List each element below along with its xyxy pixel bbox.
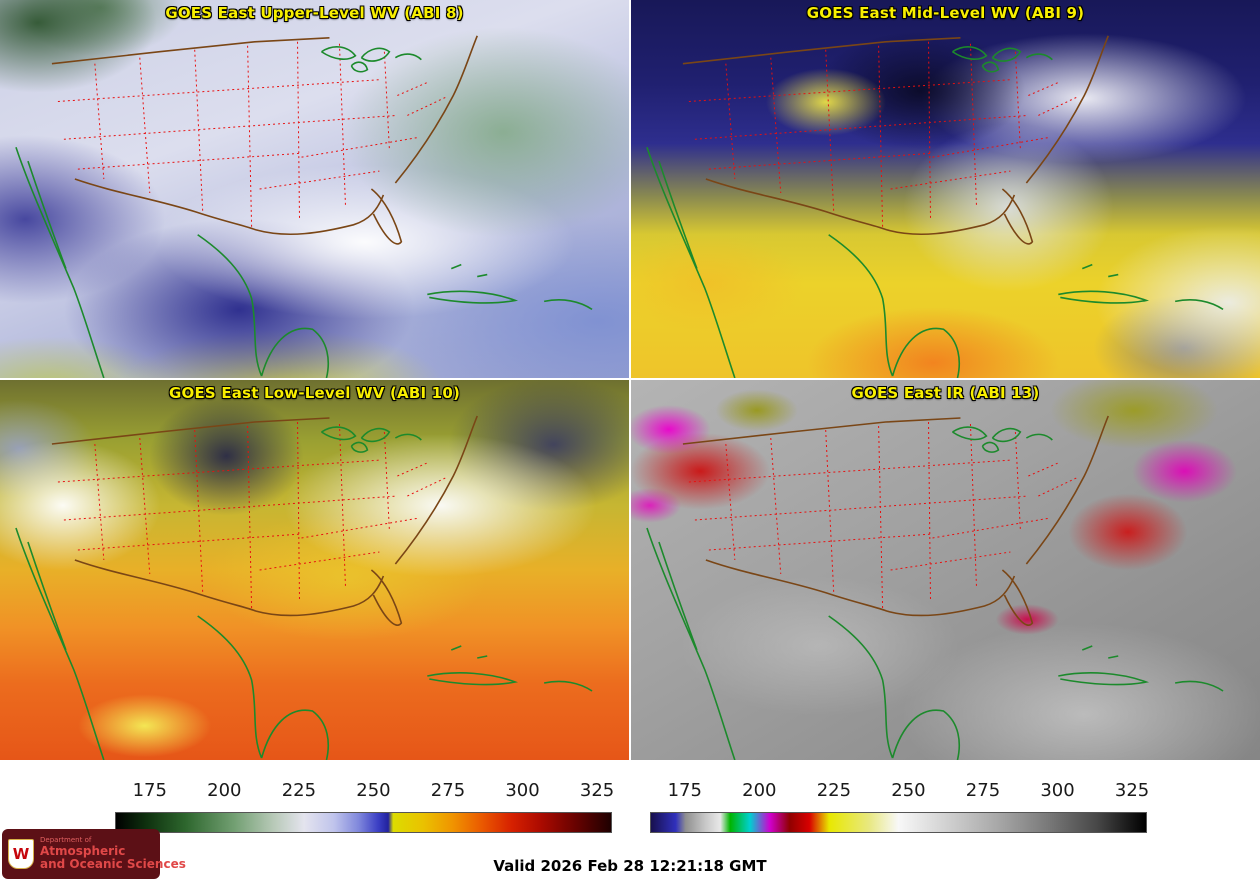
tick-label: 175 — [132, 780, 167, 801]
panel-grid: GOES East Upper-Level WV (ABI 8) GOES Ea… — [0, 0, 1260, 760]
panel-ir: GOES East IR (ABI 13) — [631, 380, 1260, 760]
map-overlay — [646, 35, 1224, 378]
tick-label: 225 — [281, 780, 317, 801]
tick-label: 200 — [742, 780, 777, 801]
logo-text: Department of Atmospheric and Oceanic Sc… — [40, 835, 186, 871]
tick-label: 300 — [1040, 780, 1075, 801]
tick-label: 225 — [816, 780, 852, 801]
colorbar-wv-block: 175 200 225 250 275 300 325 — [115, 780, 615, 838]
colorbar-ir — [650, 812, 1147, 833]
colorbar-wv-ticks: 175 200 225 250 275 300 325 — [115, 780, 615, 808]
panel-title-ir: GOES East IR (ABI 13) — [851, 384, 1040, 402]
tick-label: 275 — [430, 780, 466, 801]
logo-line-atmospheric: Atmospheric — [40, 843, 126, 858]
tick-label: 200 — [207, 780, 242, 801]
colorbar-wv — [115, 812, 612, 833]
tick-label: 175 — [667, 780, 702, 801]
tick-label: 250 — [891, 780, 926, 801]
tick-label: 300 — [505, 780, 540, 801]
colorbar-ir-block: 175 200 225 250 275 300 325 — [650, 780, 1150, 838]
logo-line-oceanic: and Oceanic Sciences — [40, 856, 186, 871]
panel-title-upper-wv: GOES East Upper-Level WV (ABI 8) — [165, 4, 464, 22]
tick-label: 250 — [356, 780, 391, 801]
colorbar-ir-ticks: 175 200 225 250 275 300 325 — [650, 780, 1150, 808]
tick-label: 325 — [1114, 780, 1150, 801]
valid-time: Valid 2026 Feb 28 12:21:18 GMT — [493, 857, 767, 875]
panel-low-level-wv: GOES East Low-Level WV (ABI 10) — [0, 380, 629, 760]
map-overlay — [15, 35, 593, 378]
panel-title-mid-wv: GOES East Mid-Level WV (ABI 9) — [806, 4, 1085, 22]
uw-crest-icon: W — [8, 839, 34, 869]
map-overlay — [15, 415, 593, 760]
crest-letter: W — [12, 844, 30, 863]
logo-line-dept: Department of — [40, 835, 92, 844]
tick-label: 275 — [965, 780, 1001, 801]
legend-row: 175 200 225 250 275 300 325 175 200 225 … — [0, 762, 1260, 881]
map-overlay — [646, 415, 1224, 760]
panel-title-low-wv: GOES East Low-Level WV (ABI 10) — [168, 384, 461, 402]
uw-aos-logo: W Department of Atmospheric and Oceanic … — [2, 829, 186, 879]
panel-upper-level-wv: GOES East Upper-Level WV (ABI 8) — [0, 0, 629, 378]
panel-mid-level-wv: GOES East Mid-Level WV (ABI 9) — [631, 0, 1260, 378]
tick-label: 325 — [579, 780, 615, 801]
